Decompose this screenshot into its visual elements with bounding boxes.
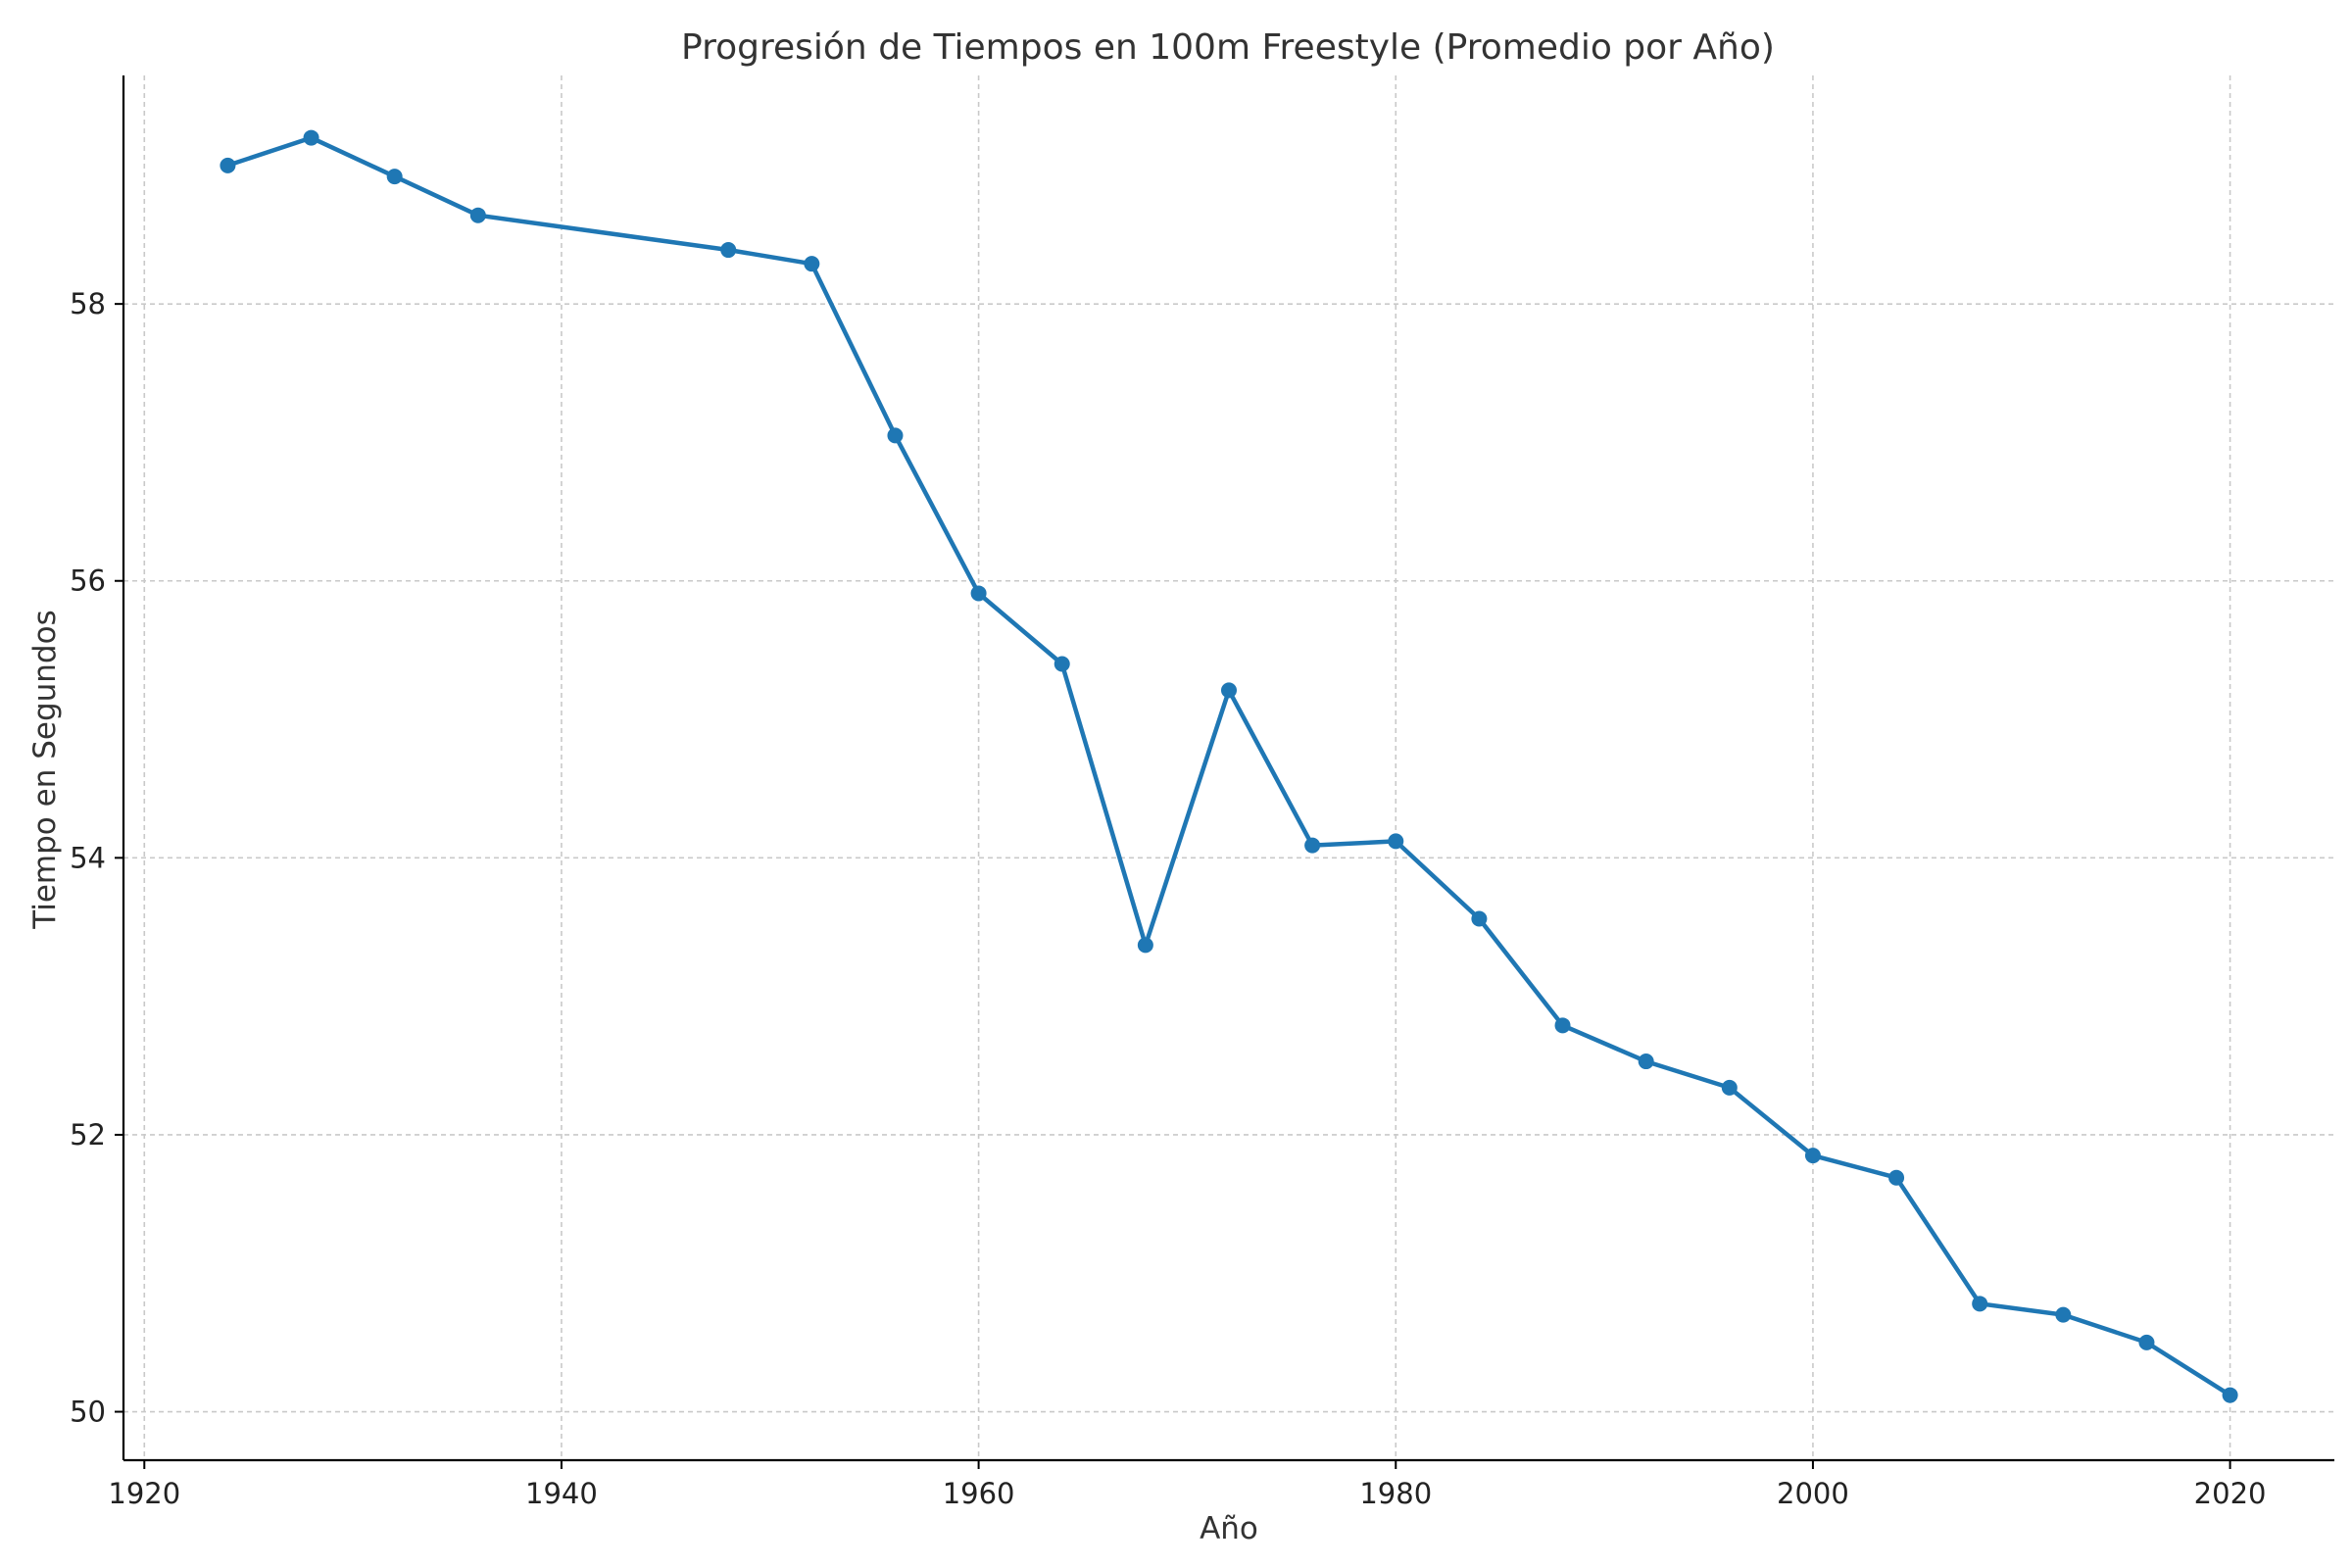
series-line: [225, 135, 2232, 1397]
data-point: [1638, 1054, 1654, 1070]
y-ticks: 50 52 54 56 58: [70, 287, 123, 1429]
y-axis-label: Tiempo en Segundos: [27, 610, 63, 929]
data-point: [1388, 833, 1404, 850]
y-tick-label: 54: [70, 841, 106, 874]
data-point: [1304, 837, 1321, 854]
data-point: [1554, 1017, 1571, 1034]
x-ticks: 1920 1940 1960 1980 2000 2020: [108, 1460, 2266, 1510]
data-point: [887, 427, 904, 444]
data-point: [2222, 1387, 2238, 1403]
x-tick-label: 1940: [525, 1477, 598, 1510]
y-tick-label: 56: [70, 564, 106, 598]
data-point: [1721, 1079, 1738, 1096]
data-point: [1471, 910, 1488, 927]
axes: [122, 75, 2334, 1462]
data-point: [1888, 1169, 1905, 1186]
data-point: [1054, 656, 1070, 672]
data-point: [2055, 1306, 2072, 1323]
x-tick-label: 1980: [1359, 1477, 1432, 1510]
data-point: [1972, 1296, 1988, 1312]
x-tick-label: 2020: [2194, 1477, 2267, 1510]
x-tick-label: 1920: [108, 1477, 180, 1510]
y-tick-label: 58: [70, 287, 106, 320]
chart-title: Progresión de Tiempos en 100m Freestyle …: [681, 27, 1775, 68]
data-point: [386, 169, 403, 185]
data-point: [804, 256, 820, 272]
data-point: [1804, 1148, 1821, 1164]
data-point: [1221, 682, 1237, 699]
series: [220, 129, 2238, 1403]
data-point: [1137, 937, 1153, 954]
data-point: [220, 157, 236, 173]
data-point: [2138, 1334, 2155, 1350]
y-tick-label: 50: [70, 1396, 106, 1429]
data-point: [469, 207, 486, 223]
data-point: [970, 585, 987, 602]
x-tick-label: 1960: [943, 1477, 1015, 1510]
x-tick-label: 2000: [1777, 1477, 1849, 1510]
x-axis-label: Año: [1200, 1511, 1258, 1546]
data-point: [303, 129, 319, 146]
grid-lines: [123, 75, 2334, 1460]
data-point: [720, 242, 737, 259]
y-tick-label: 52: [70, 1118, 106, 1152]
